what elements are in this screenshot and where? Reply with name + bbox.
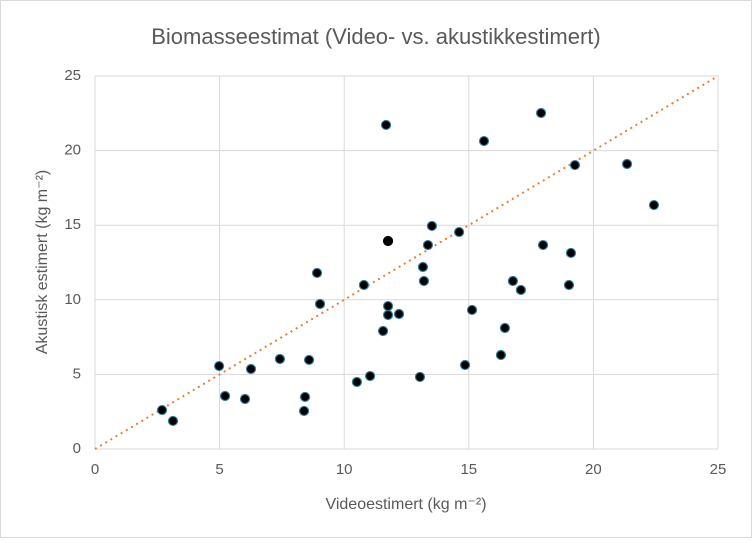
point [311, 267, 323, 279]
point [426, 220, 438, 232]
point [466, 304, 478, 316]
point [535, 107, 547, 119]
point [167, 415, 179, 427]
point [219, 390, 231, 402]
point [156, 404, 168, 416]
point [621, 158, 633, 170]
chart-title: Biomasseestimat (Video- vs. akustikkesti… [151, 24, 601, 49]
point [377, 325, 389, 337]
point [478, 135, 490, 147]
point [274, 353, 286, 365]
y-tick-label: 5 [73, 365, 81, 382]
y-axis-label: Akustisk estimert (kg m⁻²) [34, 170, 51, 354]
point [459, 359, 471, 371]
y-tick-label: 20 [64, 142, 81, 159]
point [453, 226, 465, 238]
point [499, 322, 511, 334]
point [393, 308, 405, 320]
reference-line [94, 75, 719, 450]
point [358, 279, 369, 291]
x-tick-label: 25 [710, 461, 727, 478]
x-tick-label: 5 [215, 461, 223, 478]
y-tick-label: 25 [64, 67, 81, 84]
y-tick-label: 15 [64, 216, 81, 233]
point [298, 405, 310, 417]
point [380, 119, 392, 131]
point [417, 261, 429, 273]
point [414, 371, 426, 383]
point [569, 159, 581, 171]
x-tick-label: 0 [91, 461, 99, 478]
y-tick-label: 0 [73, 440, 81, 457]
point [537, 239, 549, 251]
x-tick-label: 15 [460, 461, 477, 478]
x-tick-label: 10 [336, 461, 353, 478]
point [565, 247, 577, 259]
point [365, 370, 376, 382]
x-axis-label: Videoestimert (kg m⁻²) [325, 496, 486, 513]
point [495, 349, 507, 361]
point [214, 360, 225, 372]
point [422, 239, 434, 251]
y-tick-label: 10 [64, 291, 81, 308]
point [382, 309, 394, 321]
point [515, 284, 526, 296]
point [299, 391, 311, 403]
point [507, 275, 519, 287]
point [245, 363, 257, 375]
point [239, 393, 251, 405]
point [351, 376, 363, 388]
point [382, 300, 394, 312]
x-tick-label: 20 [585, 461, 602, 478]
point [563, 279, 575, 291]
point [303, 354, 315, 366]
point [648, 199, 660, 211]
point [418, 275, 430, 287]
point [314, 298, 326, 310]
point [382, 235, 394, 247]
